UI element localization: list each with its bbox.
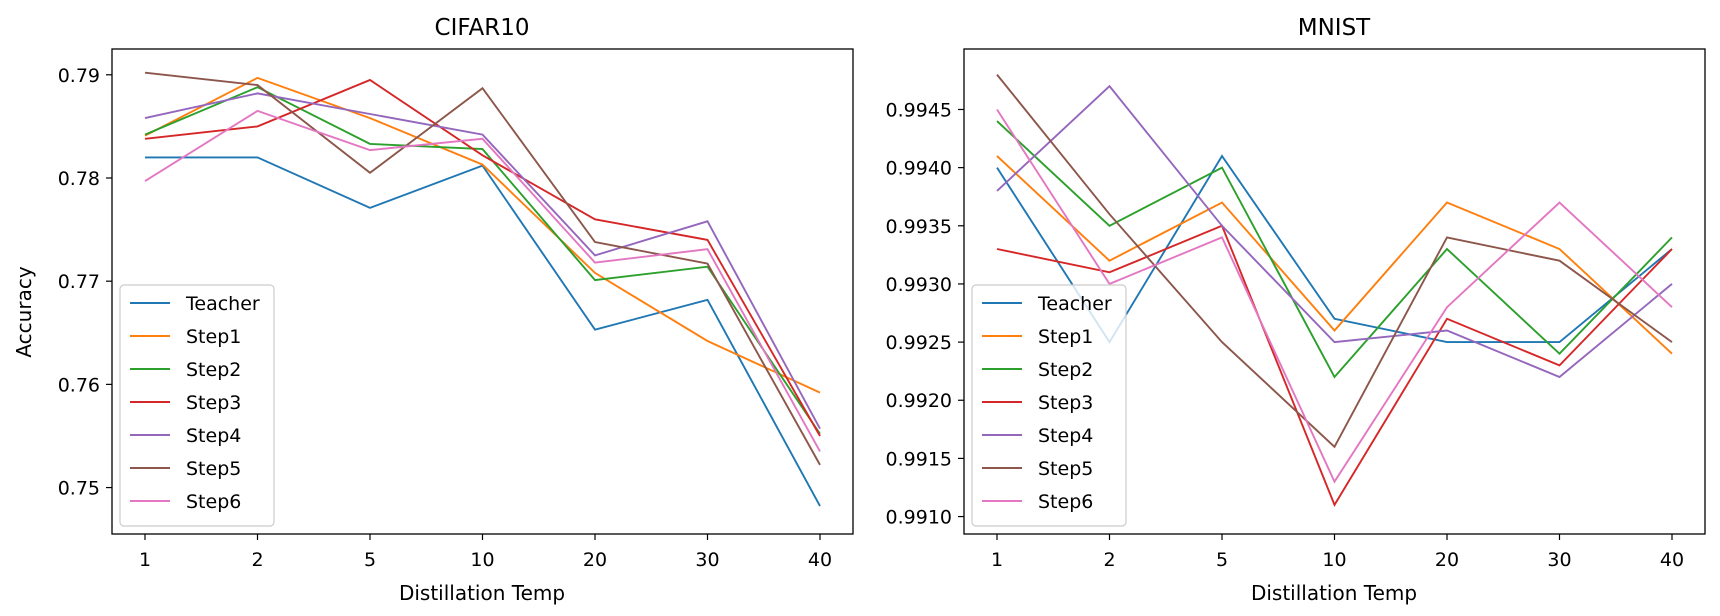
y-tick-label: 0.78 [58, 168, 100, 190]
x-tick-label: 10 [1322, 549, 1346, 571]
legend: Teacher Step1 Step2 Step3 Step4 Step5 Step6 [119, 284, 275, 527]
x-tick-label: 2 [251, 549, 263, 571]
legend-label-step2: Step2 [186, 359, 241, 381]
legend: Teacher Step1 Step2 Step3 Step4 Step5 Step6 [971, 284, 1127, 527]
x-tick-label: 1 [139, 549, 151, 571]
legend-label-step5: Step5 [186, 458, 241, 480]
y-tick-label: 0.9915 [886, 448, 952, 470]
legend-label-teacher: Teacher [1037, 293, 1112, 315]
chart-title: MNIST [1298, 15, 1371, 41]
y-tick-label: 0.9920 [886, 390, 952, 412]
x-tick-label: 1 [991, 549, 1003, 571]
series-line-step2 [996, 120, 1673, 379]
series-line-step3 [144, 78, 821, 437]
legend-box [119, 284, 275, 527]
x-tick-label: 10 [470, 549, 494, 571]
series-line-step5 [996, 74, 1673, 449]
y-tick-label: 0.9930 [886, 274, 952, 296]
legend-box [971, 284, 1127, 527]
x-tick-label: 20 [1435, 549, 1459, 571]
y-tick-label: 0.76 [58, 374, 100, 396]
legend-label-step3: Step3 [186, 392, 241, 414]
legend-label-step5: Step5 [1038, 458, 1093, 480]
chart-title: CIFAR10 [435, 15, 530, 41]
y-tick-label: 0.9925 [886, 332, 952, 354]
legend-label-step1: Step1 [1038, 326, 1093, 348]
series-line-step1 [144, 76, 821, 394]
legend-label-step1: Step1 [186, 326, 241, 348]
y-tick-label: 0.9940 [886, 158, 952, 180]
x-tick-label: 20 [583, 549, 607, 571]
legend-label-step4: Step4 [186, 425, 241, 447]
series-line-step6 [996, 108, 1673, 484]
legend-label-teacher: Teacher [185, 293, 260, 315]
y-tick-label: 0.77 [58, 271, 100, 293]
series-line-step2 [144, 86, 821, 435]
legend-label-step6: Step6 [1038, 491, 1093, 513]
legend-label-step4: Step4 [1038, 425, 1093, 447]
series-line-step6 [144, 109, 821, 452]
y-tick-label: 0.75 [58, 478, 100, 500]
y-tick-label: 0.9910 [886, 507, 952, 529]
y-tick-label: 0.79 [58, 65, 100, 87]
series-line-step4 [144, 92, 821, 430]
x-tick-label: 40 [808, 549, 832, 571]
legend-label-step6: Step6 [186, 491, 241, 513]
mnist-chart: MNIST Distillation Temp 1 2 5 10 20 30 40 0.991… [886, 15, 1706, 605]
x-tick-label: 40 [1660, 549, 1684, 571]
x-tick-label: 30 [1547, 549, 1571, 571]
series-lines [144, 71, 821, 507]
series-line-step4 [996, 84, 1673, 379]
y-tick-label: 0.9945 [886, 99, 952, 121]
series-line-step1 [996, 155, 1673, 355]
x-tick-label: 30 [695, 549, 719, 571]
x-tick-label: 2 [1103, 549, 1115, 571]
x-tick-label: 5 [1216, 549, 1228, 571]
x-tick-label: 5 [364, 549, 376, 571]
series-line-step5 [144, 71, 821, 466]
legend-label-step3: Step3 [1038, 392, 1093, 414]
cifar10-chart: CIFAR10 Distillation Temp Accuracy 1 2 5 10… [12, 15, 854, 605]
x-axis-label: Distillation Temp [399, 581, 565, 605]
y-tick-label: 0.9935 [886, 216, 952, 238]
series-line-step3 [996, 224, 1673, 508]
y-axis-label: Accuracy [12, 266, 36, 357]
legend-label-step2: Step2 [1038, 359, 1093, 381]
x-axis-label: Distillation Temp [1251, 581, 1417, 605]
